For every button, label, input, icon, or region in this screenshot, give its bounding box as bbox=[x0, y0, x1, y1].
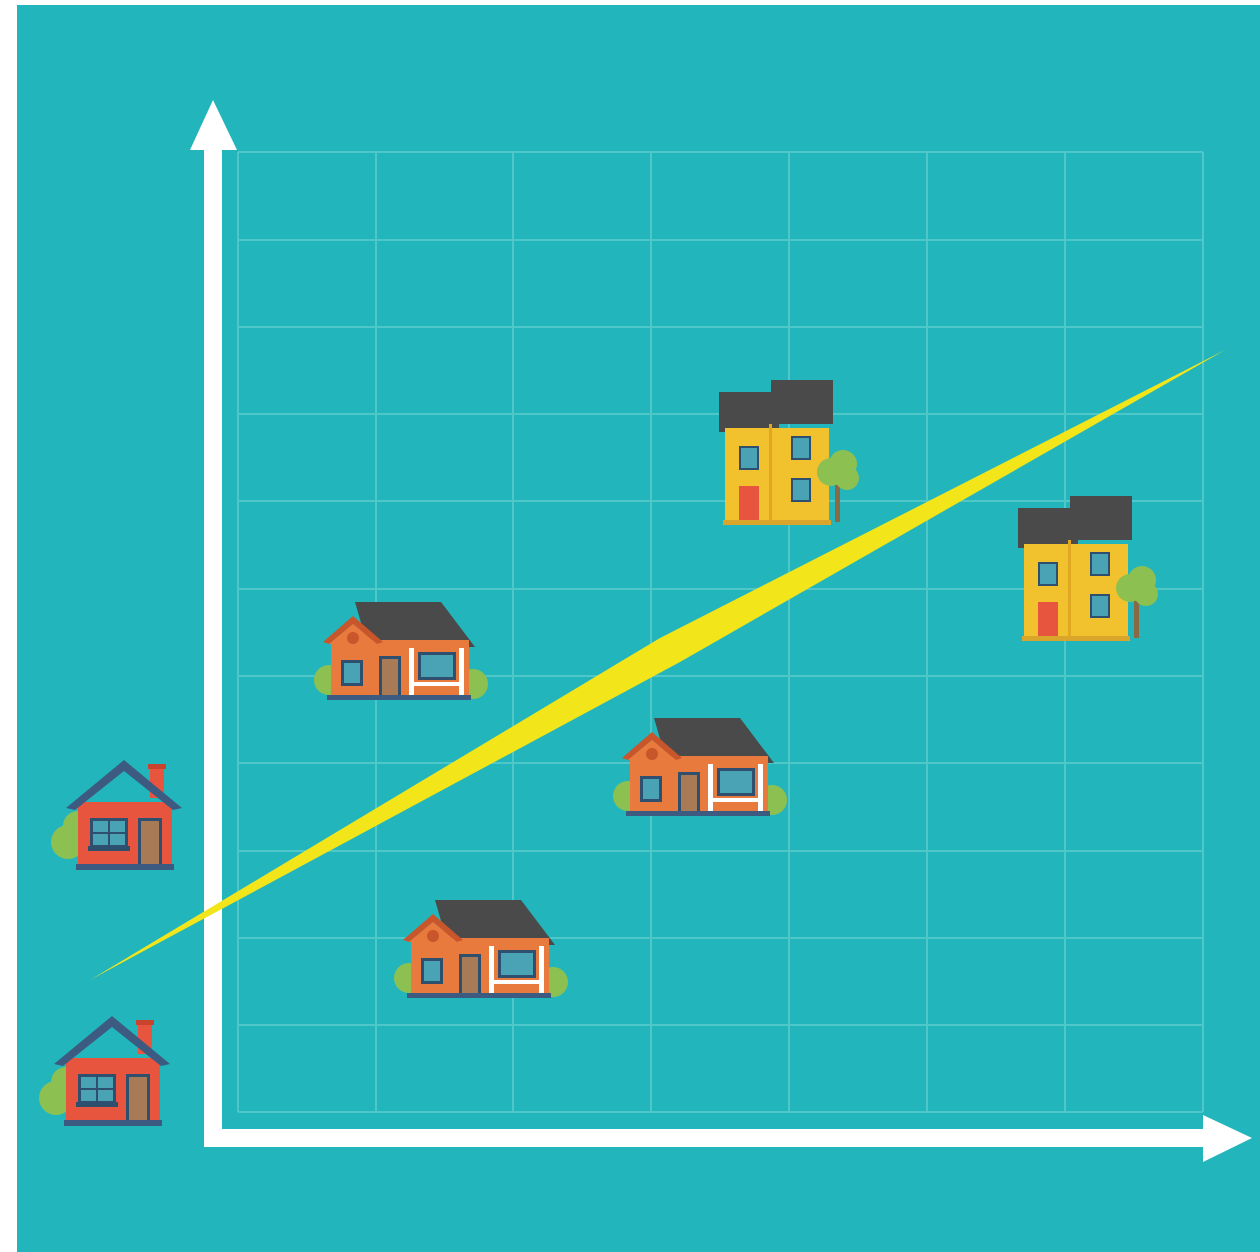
trend-line bbox=[90, 350, 1225, 980]
grid bbox=[237, 151, 1204, 1113]
axes bbox=[190, 100, 1252, 1162]
